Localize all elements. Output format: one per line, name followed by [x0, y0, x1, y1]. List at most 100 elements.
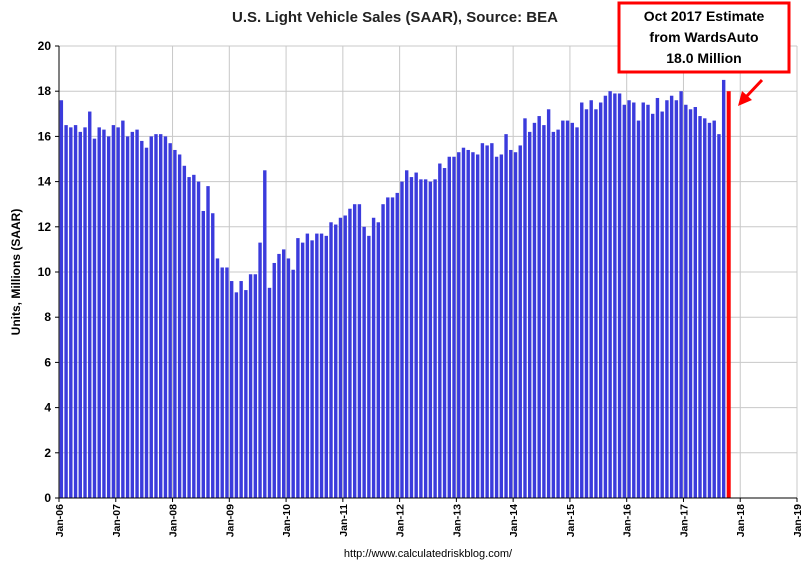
bar: [532, 122, 537, 498]
bar: [78, 131, 82, 498]
bar: [381, 204, 385, 498]
bar: [168, 143, 172, 498]
bar: [390, 197, 395, 499]
bars-group: [59, 79, 731, 499]
bar: [348, 208, 352, 498]
bar: [352, 204, 357, 498]
bar: [211, 213, 215, 499]
bar: [329, 222, 333, 498]
bar: [598, 102, 603, 498]
bar: [315, 233, 319, 498]
bar: [163, 136, 168, 498]
bar: [357, 204, 362, 498]
y-tick-label: 20: [38, 39, 52, 53]
bar: [513, 152, 518, 498]
bar: [300, 242, 305, 498]
x-tick-labels: Jan-06 Jan-07 Jan-08 Jan-09 Jan-10 Jan-11 Jan-…: [54, 504, 804, 537]
bar: [296, 238, 300, 498]
bar: [130, 131, 135, 498]
bar: [177, 154, 182, 499]
bar: [570, 122, 574, 498]
estimate-annotation: Oct 2017 Estimate from WardsAuto 18.0 Mi…: [617, 1, 791, 106]
bar: [651, 113, 655, 499]
bar: [589, 100, 593, 499]
bar: [215, 258, 220, 498]
bar: [684, 104, 688, 498]
x-tick-label: Jan-07: [111, 504, 123, 537]
x-tick-label: Jan-08: [168, 504, 180, 537]
bar: [371, 217, 376, 498]
bar: [452, 156, 456, 499]
bar: [229, 281, 234, 498]
bar: [319, 233, 324, 498]
grid-lines: [59, 45, 798, 498]
bar: [182, 165, 187, 498]
annotation-arrow-head: [738, 91, 752, 106]
bar: [376, 222, 381, 498]
bar: [613, 93, 617, 499]
bar: [703, 118, 707, 498]
bar: [669, 95, 674, 498]
bar: [187, 177, 191, 498]
bar: [641, 102, 645, 498]
bar: [253, 274, 258, 498]
bar: [225, 267, 229, 498]
bar: [272, 262, 276, 498]
x-tick-label: Jan-14: [508, 504, 520, 537]
bar: [509, 149, 513, 498]
bar: [159, 134, 163, 498]
bar: [405, 170, 409, 499]
bar: [565, 120, 570, 498]
bar: [433, 179, 437, 498]
bar: [674, 100, 679, 499]
bar: [135, 129, 139, 498]
x-tick-label: Jan-18: [735, 504, 747, 537]
bar: [419, 179, 423, 498]
bar: [244, 290, 248, 498]
axes: [55, 45, 798, 502]
bar: [154, 134, 158, 498]
bar: [201, 210, 205, 499]
bar: [698, 116, 702, 498]
y-tick-label: 18: [38, 84, 52, 98]
bar: [457, 152, 461, 498]
bar: [499, 154, 504, 499]
bar: [461, 147, 466, 498]
bar: [149, 136, 153, 498]
bar: [480, 143, 485, 498]
y-tick-label: 6: [44, 355, 51, 369]
bar: [116, 127, 120, 499]
bar: [655, 97, 660, 498]
bar: [206, 186, 210, 498]
bar: [64, 125, 68, 498]
bar: [239, 281, 243, 498]
bar: [575, 127, 579, 499]
bar: [400, 181, 404, 498]
bar: [504, 134, 508, 498]
bar: [121, 120, 125, 498]
y-tick-label: 12: [38, 220, 52, 234]
y-axis-label: Units, Millions (SAAR): [9, 209, 23, 336]
bar: [338, 217, 343, 498]
bar: [144, 147, 149, 498]
bar: [258, 242, 262, 498]
bar: [173, 149, 177, 498]
bar: [646, 104, 650, 498]
bar: [475, 154, 480, 499]
bar: [263, 170, 267, 499]
bar: [196, 181, 201, 498]
bar: [324, 235, 328, 498]
bar: [688, 109, 693, 498]
annotation-box: [617, 1, 791, 74]
bar: [442, 168, 447, 499]
bar: [584, 109, 589, 498]
bar: [660, 111, 664, 498]
bar: [627, 100, 631, 499]
y-tick-label: 0: [44, 491, 51, 505]
x-tick-label: Jan-16: [622, 504, 634, 537]
bar: [305, 233, 310, 498]
bar: [603, 95, 608, 498]
bar: [490, 143, 494, 498]
bar: [561, 120, 565, 498]
